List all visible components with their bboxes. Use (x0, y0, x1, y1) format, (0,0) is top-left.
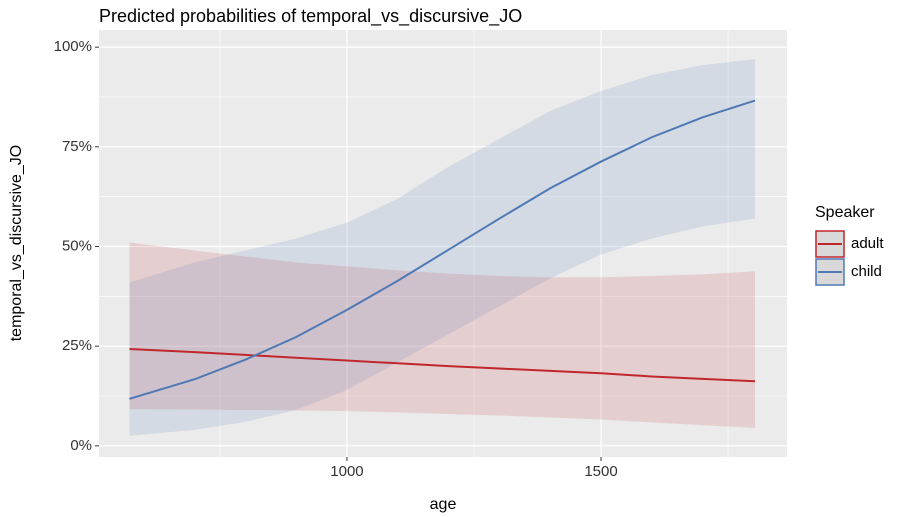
y-axis-label: temporal_vs_discursive_JO (8, 145, 25, 342)
plot-panel (99, 30, 787, 457)
legend-label: child (851, 263, 882, 280)
y-tick-label: 75% (62, 138, 92, 155)
y-tick-label: 0% (70, 437, 92, 454)
legend-title: Speaker (815, 204, 875, 221)
y-tick-label: 50% (62, 237, 92, 254)
y-tick-label: 100% (54, 38, 92, 55)
x-axis-label: age (430, 496, 457, 513)
x-tick-label: 1500 (584, 463, 617, 480)
chart-title: Predicted probabilities of temporal_vs_d… (99, 6, 522, 27)
x-tick-label: 1000 (330, 463, 363, 480)
line (129, 99, 756, 400)
y-tick-label: 25% (62, 337, 92, 354)
confidence-ribbon (129, 242, 755, 428)
legend-label: adult (851, 235, 884, 252)
line (129, 347, 756, 383)
